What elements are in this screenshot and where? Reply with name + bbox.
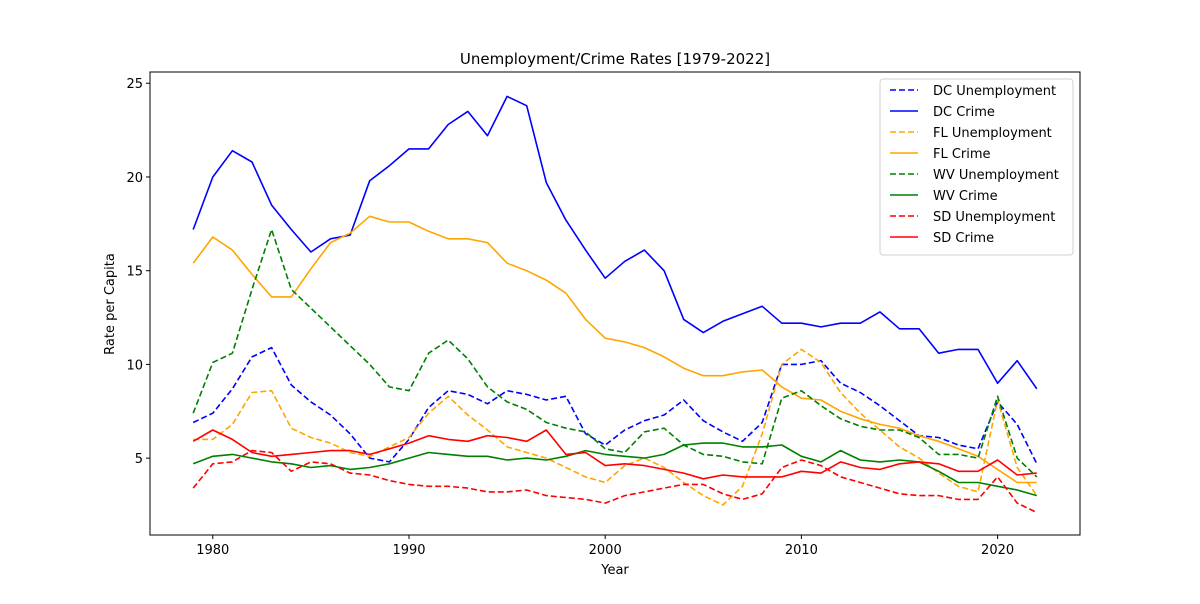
x-tick-label: 2010 [785,543,818,558]
legend-label: WV Crime [933,189,998,204]
x-tick-label: 2020 [981,543,1014,558]
y-tick-label: 20 [126,171,143,186]
y-tick-label: 10 [126,358,143,373]
legend-label: WV Unemployment [933,168,1059,183]
legend-box [879,78,1074,256]
legend-label: DC Crime [933,105,995,120]
legend-label: SD Unemployment [933,210,1055,225]
legend: DC Unemployment DC Crime FL Unemployment FL… [879,78,1074,256]
y-axis-label: Rate per Capita [103,253,118,355]
x-tick-label: 1990 [392,543,425,558]
x-axis-label: Year [600,563,629,578]
series-line-2 [193,348,1038,506]
plot-frame [149,71,1081,536]
series-line-6 [192,449,1038,514]
y-tick-label: 25 [126,77,143,92]
series-line-4 [192,228,1038,478]
legend-label: FL Unemployment [933,126,1052,141]
x-tick-label: 2000 [589,543,622,558]
x-tick-label: 1980 [196,543,229,558]
series-line-3 [192,215,1037,484]
series-line-0 [192,346,1038,465]
chart-title: Unemployment/Crime Rates [1979-2022] [460,50,770,68]
series-layer [192,95,1038,514]
series-line-7 [192,429,1037,480]
legend-label: FL Crime [933,147,991,162]
series-line-1 [192,95,1038,390]
y-tick-label: 5 [135,452,143,467]
legend-label: DC Unemployment [933,84,1056,99]
legend-label: SD Crime [933,231,994,246]
axes-layer: 1980 1990 2000 2010 2020 5 10 15 20 25 [126,71,1081,558]
y-tick-label: 15 [126,265,143,280]
